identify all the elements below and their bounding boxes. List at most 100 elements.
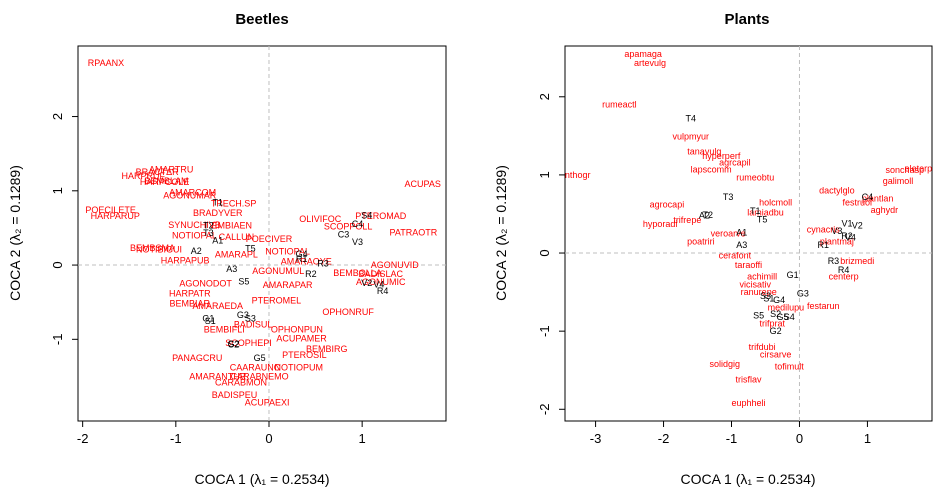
x-tick-label: 0 [265,431,272,446]
species-label: AMARANTHR [189,371,247,381]
site-label: R4 [377,286,389,296]
species-label: BEMBIFLI [204,325,245,335]
site-label: T1 [212,198,223,208]
site-label: T5 [245,244,256,254]
species-label: hyperperf [702,151,741,161]
site-label: G5 [776,312,788,322]
species-label: rumeobtu [736,172,774,182]
species-label: PTEROMAD [355,211,407,221]
species-label: HARPARUP [91,211,140,221]
x-axis-label: COCA 1 (λ₁ = 0.2534) [680,471,815,487]
x-tick-label: -2 [658,431,670,446]
species-label: taraoffi [735,260,762,270]
site-label: A1 [736,228,747,238]
site-label: R4 [838,265,850,275]
species-label: AGONODOT [179,279,232,289]
species-label: HARPATR [169,288,211,298]
species-label: AGONUMAR [163,190,217,200]
species-label: BEMBIRG [306,344,348,354]
species-label: BRACTΔR [136,167,180,177]
site-label: A3 [226,264,237,274]
species-label: HARPRUF [121,171,165,181]
species-label: trifprat [760,318,786,328]
species-label: RPAANX [88,58,124,68]
species-label: hyporadi [643,219,678,229]
site-label: T4 [685,114,696,124]
site-label: C4 [352,219,364,229]
species-label: PANAGCRU [172,353,222,363]
species-label: eleterp [905,164,933,174]
panel-beetles: Beetles COCA 1 (λ₁ = 0.2534) COCA 2 (λ₂ … [7,11,447,487]
site-label: V2 [361,278,372,288]
species-label: BADISPEU [212,390,258,400]
species-label: CARABMON [215,377,267,387]
species-label: BEMBSMA [130,243,175,253]
species-label: tofimult [775,361,805,371]
species-label: poatriri [687,236,715,246]
species-label: cerafont [719,250,752,260]
species-label: trisflav [735,375,762,385]
site-label: S1 [205,316,216,326]
site-label: A2 [191,246,202,256]
y-tick-label: -1 [50,334,65,346]
site-label: S1 [763,293,774,303]
point-labels: artevulgapamagarumeactlvulpmyurtanavulgh… [560,49,933,408]
site-label: R3 [828,256,840,266]
site-label: T5 [757,214,768,224]
species-label: SCOPPOLL [324,221,373,231]
x-tick-label: 1 [864,431,871,446]
species-label: PATRAOTR [390,227,438,237]
species-label: NOTIOPUM [275,363,324,373]
species-label: anthogr [560,170,591,180]
site-label: S4 [361,210,372,220]
y-tick-label: 1 [537,171,552,178]
site-label: S2 [770,309,781,319]
y-tick-label: -1 [537,325,552,337]
species-label: artevulg [634,58,666,68]
plot-frame [77,45,447,422]
site-label: T1 [750,206,761,216]
species-label: CAARAUNC [230,363,281,373]
species-label: TRECH.SP [211,198,257,208]
species-label: HARPAPUB [161,256,210,266]
species-label: veroarve [711,229,746,239]
species-label: OLIVIFOC [299,214,342,224]
species-label: vulpmyur [672,132,709,142]
site-label: R1 [296,254,308,264]
site-label: G1 [787,270,799,280]
site-label: T2 [203,221,214,231]
x-tick-label: -2 [77,431,89,446]
species-label: AMARAOYE [281,256,332,266]
site-label: G1 [202,314,214,324]
species-label: AGONUMUL [252,266,304,276]
species-label: euphheli [731,398,765,408]
species-label: AMARAEDA [192,301,243,311]
y-tick-label: 2 [50,113,65,120]
y-tick-label: 1 [50,187,65,194]
species-label: cirsarve [760,350,792,360]
x-tick-label: -1 [170,431,182,446]
species-label: AMARTRU [149,164,193,174]
site-label: T3 [723,192,734,202]
species-label: AGONUVID [371,260,420,270]
site-label: G2 [770,326,782,336]
species-label: POECILETE [85,205,136,215]
species-label: solidgig [709,359,740,369]
site-label: R2 [841,231,853,241]
site-label: C3 [338,230,350,240]
y-tick-label: -2 [537,404,552,416]
species-label: tanavulg [687,146,721,156]
species-label: galimoll [883,176,914,186]
species-label: aghydr [871,205,899,215]
plot-marks: -2 -1 0 1-1012RPAANXAMARTRUBRACTΔRHARPRUFBE… [50,46,446,446]
site-label: A2 [699,211,710,221]
site-label: R2 [305,269,317,279]
panel-plants: Plants COCA 1 (λ₁ = 0.2534) COCA 2 (λ₂ =… [493,11,933,487]
y-axis-label: COCA 2 (λ₂ = 0.1289) [493,165,509,301]
species-label: trifdubi [749,342,776,352]
species-label: festruol [842,197,872,207]
site-label: T2 [702,210,713,220]
y-tick-label: 0 [537,249,552,256]
site-label: G4 [296,249,308,259]
species-label: SYNUCHIVB [168,220,221,230]
